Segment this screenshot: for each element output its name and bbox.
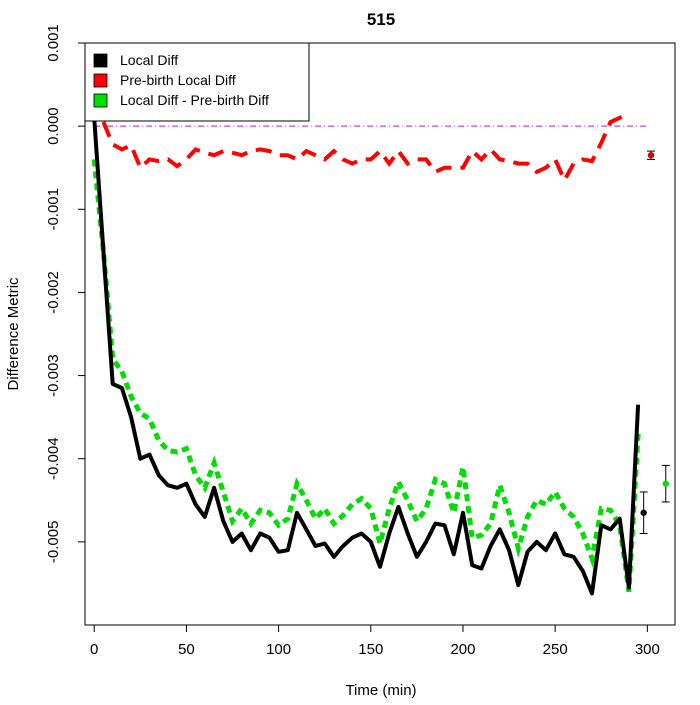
x-tick-label: 50 xyxy=(178,641,195,658)
axes-layer: 0 50 100 150 200 250 300 0.001 0.000 -0.001 -0.002… xyxy=(45,24,660,658)
x-tick-label: 150 xyxy=(358,641,383,658)
x-tick-label: 0 xyxy=(90,641,98,658)
legend-label: Local Diff xyxy=(120,52,178,68)
y-tick-label: 0.001 xyxy=(45,24,62,62)
summary-points-layer xyxy=(639,150,670,535)
series-layer xyxy=(91,111,641,596)
y-tick-label: -0.005 xyxy=(45,521,62,564)
series-line-local-diff xyxy=(92,117,641,596)
summary-point xyxy=(647,150,656,160)
series-line-pre-birth-local-diff xyxy=(101,111,630,185)
x-tick-label: 300 xyxy=(635,641,660,658)
legend-box xyxy=(84,42,310,122)
y-tick-label: -0.001 xyxy=(45,188,62,231)
legend: Local Diff Pre-birth Local Diff Local Diff… xyxy=(84,42,310,122)
y-tick-label: 0.000 xyxy=(45,107,62,145)
y-tick-label: -0.002 xyxy=(45,271,62,314)
y-tick-label: -0.003 xyxy=(45,354,62,397)
y-tick-label: -0.004 xyxy=(45,437,62,480)
x-axis-label: Time (min) xyxy=(345,682,416,699)
legend-label: Pre-birth Local Diff xyxy=(120,72,236,88)
summary-point-marker xyxy=(662,480,669,487)
summary-point xyxy=(639,491,648,535)
legend-label: Local Diff - Pre-birth Diff xyxy=(120,92,269,108)
summary-point xyxy=(661,464,670,503)
series-line-local-diff-pre-birth-diff xyxy=(91,159,641,593)
summary-point-marker xyxy=(640,509,647,516)
x-tick-label: 250 xyxy=(543,641,568,658)
legend-swatch xyxy=(93,73,108,88)
legend-swatch xyxy=(93,53,108,68)
y-axis-label: Difference Metric xyxy=(5,277,22,391)
summary-point-marker xyxy=(647,152,655,159)
legend-swatch xyxy=(93,93,108,108)
x-tick-label: 100 xyxy=(266,641,291,658)
chart-title: 515 xyxy=(367,10,395,29)
x-tick-label: 200 xyxy=(450,641,475,658)
